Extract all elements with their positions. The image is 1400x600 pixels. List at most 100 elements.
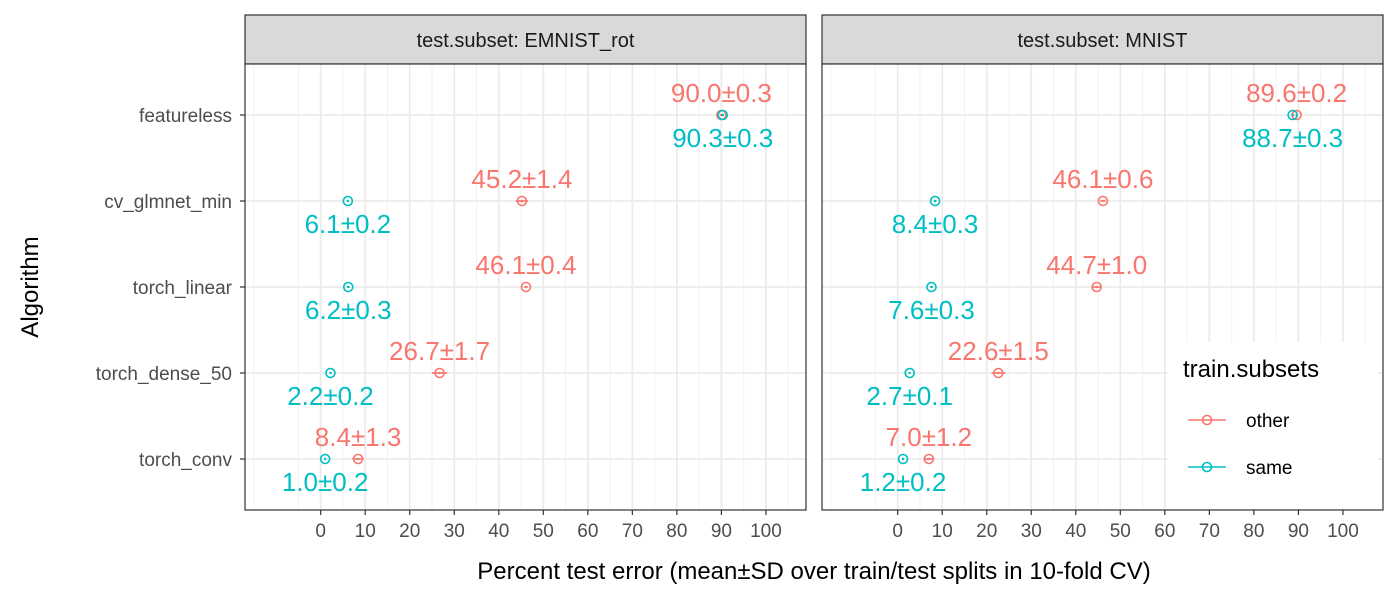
y-tick-label: torch_conv (139, 450, 232, 471)
legend-title: train.subsets (1183, 356, 1319, 383)
data-point (342, 195, 354, 207)
data-point-center (997, 371, 1000, 375)
data-point-center (347, 285, 350, 289)
x-tick-label: 20 (399, 521, 420, 542)
data-point-center (927, 457, 931, 461)
y-tick-label: torch_linear (133, 278, 233, 299)
data-point (342, 281, 354, 293)
data-point (1091, 281, 1103, 293)
data-point (319, 453, 331, 465)
legend-key-point (1201, 461, 1213, 473)
data-point (926, 281, 937, 293)
x-axis-title: Percent test error (mean±SD over train/t… (477, 558, 1150, 585)
data-label: 45.2±1.4 (471, 164, 572, 194)
facet-strip (244, 14, 807, 65)
data-point (923, 453, 935, 465)
data-point (1097, 195, 1109, 207)
x-tick-label: 90 (711, 521, 732, 542)
data-point-center (323, 457, 327, 461)
y-tick-label: featureless (139, 106, 232, 127)
x-tick-label: 50 (1110, 521, 1131, 542)
data-point-center (329, 371, 332, 375)
data-point-center (721, 113, 724, 117)
x-tick-label: 90 (1288, 521, 1309, 542)
data-point (352, 453, 364, 465)
data-label: 6.2±0.3 (305, 295, 392, 325)
data-label: 46.1±0.6 (1052, 164, 1153, 194)
data-label: 7.6±0.3 (888, 295, 975, 325)
x-tick-label: 60 (577, 521, 598, 542)
data-label: 8.4±1.3 (315, 422, 402, 452)
data-point (904, 367, 916, 379)
data-point (516, 195, 528, 207)
data-point-center (1095, 285, 1098, 289)
x-tick-label: 80 (666, 521, 687, 542)
panel-border (821, 63, 1384, 511)
legend-label: other (1246, 411, 1290, 432)
data-label: 22.6±1.5 (948, 336, 1049, 366)
x-tick-label: 30 (1021, 521, 1042, 542)
facet-strip (821, 14, 1384, 65)
y-tick-label: cv_glmnet_min (104, 192, 232, 213)
panel-1: test.subset: EMNIST_rot 90.0±0.3 45.2±1.4 4… (244, 14, 807, 542)
legend-entry-other: other (1188, 411, 1290, 432)
x-tick-label: 50 (533, 521, 554, 542)
data-point (325, 367, 336, 379)
x-tick-label: 10 (932, 521, 953, 542)
x-tick-label: 70 (1199, 521, 1220, 542)
data-point (520, 281, 532, 293)
data-label: 26.7±1.7 (389, 336, 490, 366)
data-label: 8.4±0.3 (892, 209, 979, 239)
data-label: 44.7±1.0 (1046, 250, 1147, 280)
data-point (993, 367, 1004, 379)
data-label: 46.1±0.4 (475, 250, 576, 280)
legend-key-point (1201, 414, 1213, 426)
data-label: 90.3±0.3 (672, 123, 773, 153)
x-tick-label: 80 (1243, 521, 1264, 542)
x-tick-label: 30 (444, 521, 465, 542)
legend-label: same (1246, 458, 1292, 479)
data-point (897, 453, 909, 465)
x-tick-label: 70 (622, 521, 643, 542)
data-point-center (520, 199, 524, 203)
data-label: 90.0±0.3 (671, 78, 772, 108)
x-tick-label: 40 (488, 521, 509, 542)
data-label: 89.6±0.2 (1246, 78, 1347, 108)
legend-background (1168, 342, 1378, 508)
legend: train.subsets other same (1168, 342, 1378, 508)
data-label: 88.7±0.3 (1242, 123, 1343, 153)
data-label: 2.2±0.2 (287, 381, 374, 411)
x-tick-label: 0 (892, 521, 903, 542)
data-point-center (930, 285, 933, 289)
data-label: 2.7±0.1 (866, 381, 953, 411)
data-point (717, 109, 729, 121)
data-point-center (908, 371, 911, 375)
y-axis-title: Algorithm (17, 236, 44, 337)
x-tick-label: 40 (1065, 521, 1086, 542)
data-point-center (356, 457, 360, 461)
data-point-center (1291, 113, 1294, 117)
x-tick-label: 100 (750, 521, 782, 542)
data-point-center (346, 199, 350, 203)
data-point-center (524, 285, 528, 289)
x-tick-label: 60 (1154, 521, 1175, 542)
legend-entry-same: same (1188, 458, 1292, 479)
facet-strip-label: test.subset: EMNIST_rot (417, 30, 635, 52)
data-point-center (438, 371, 441, 375)
x-tick-label: 10 (355, 521, 376, 542)
data-point-center (933, 199, 937, 203)
data-point (1287, 109, 1298, 121)
data-label: 1.0±0.2 (282, 467, 369, 497)
data-point-center (1101, 199, 1105, 203)
legend-entries: other same (1188, 411, 1292, 479)
data-point (929, 195, 941, 207)
x-tick-label: 0 (315, 521, 326, 542)
y-axis-ticks: featureless cv_glmnet_min torch_lineartorc… (96, 106, 245, 471)
data-point-center (901, 457, 905, 461)
y-tick-label: torch_dense_50 (96, 364, 232, 385)
x-tick-label: 100 (1327, 521, 1359, 542)
data-label: 7.0±1.2 (886, 422, 973, 452)
data-point (434, 367, 445, 379)
data-label: 6.1±0.2 (305, 209, 392, 239)
